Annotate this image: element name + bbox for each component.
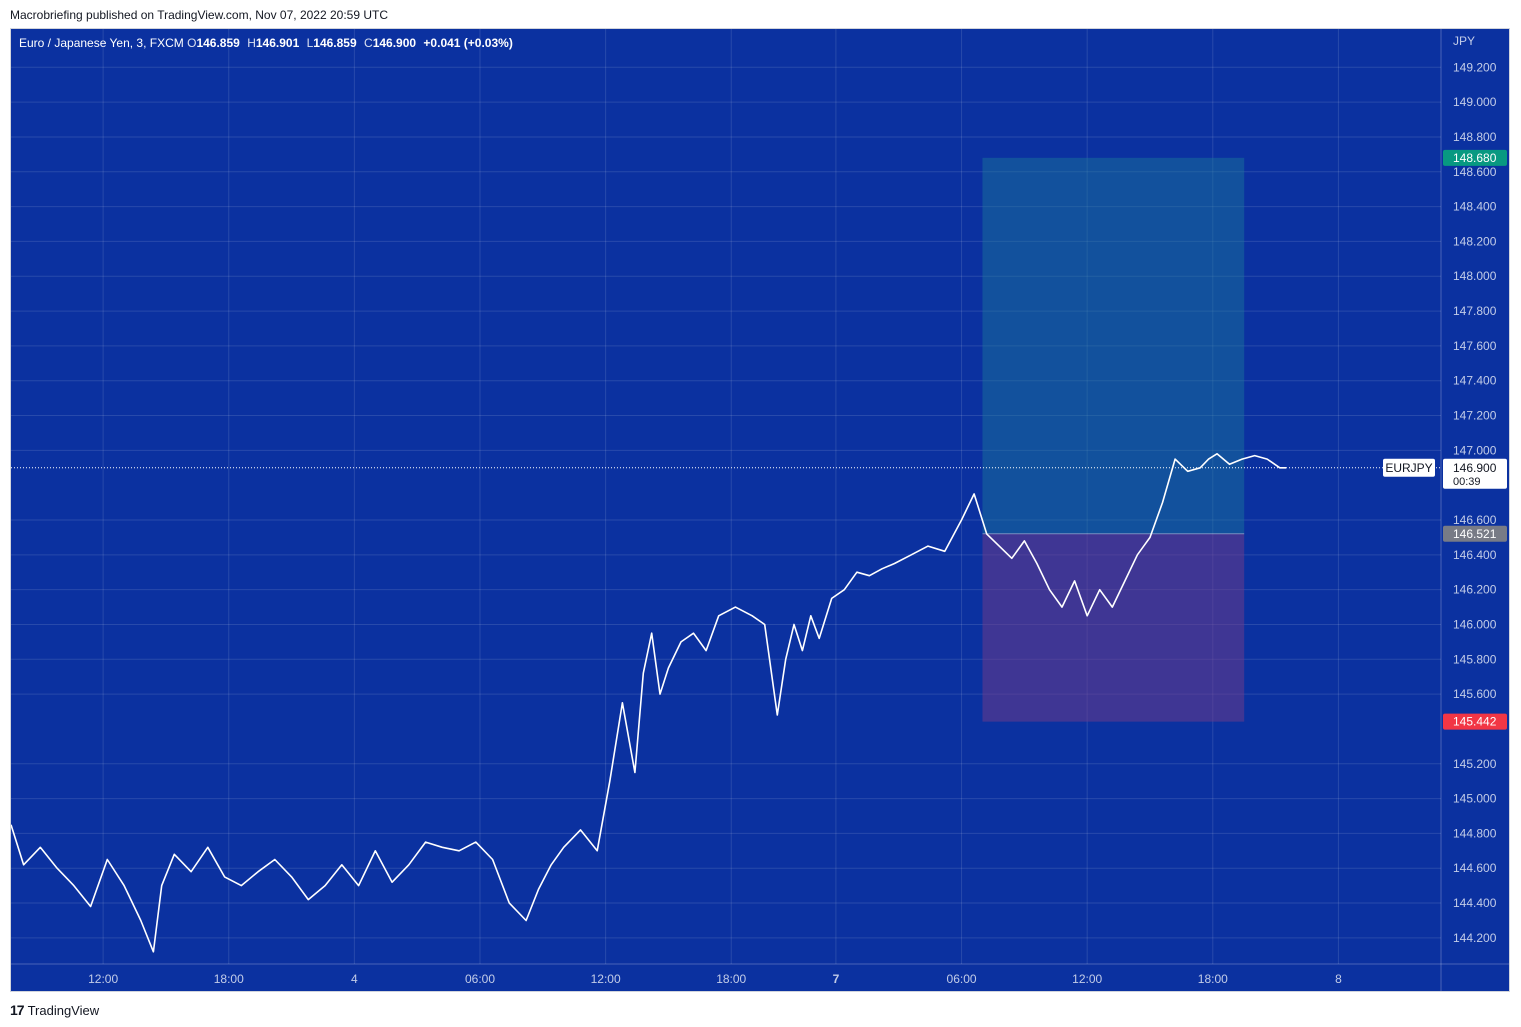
- stop-price-badge-label: 145.442: [1453, 715, 1497, 729]
- y-tick-label: 148.200: [1453, 234, 1497, 248]
- x-tick-label: 06:00: [947, 972, 977, 986]
- y-tick-label: 145.000: [1453, 792, 1497, 806]
- entry-price-badge-label: 146.521: [1453, 527, 1497, 541]
- y-tick-label: 148.600: [1453, 165, 1497, 179]
- high-value: 146.901: [255, 36, 300, 50]
- price-line: [11, 453, 1287, 953]
- target-zone: [982, 157, 1245, 534]
- close-label: C: [364, 36, 373, 50]
- y-tick-label: 144.400: [1453, 896, 1497, 910]
- x-tick-label: 12:00: [591, 972, 621, 986]
- symbol-description: Euro / Japanese Yen, 3, FXCM: [19, 36, 184, 50]
- stop-zone: [982, 533, 1245, 722]
- open-label: O: [187, 36, 197, 50]
- y-tick-label: 148.000: [1453, 269, 1497, 283]
- grid: [11, 29, 1509, 991]
- x-tick-label: 18:00: [1198, 972, 1228, 986]
- brand-name: TradingView: [27, 1002, 100, 1018]
- close-value: 146.900: [372, 36, 417, 50]
- low-value: 146.859: [313, 36, 357, 50]
- position-tool: [982, 157, 1245, 722]
- y-tick-label: 146.200: [1453, 583, 1497, 597]
- y-tick-label: 144.600: [1453, 861, 1497, 875]
- y-tick-label: 147.800: [1453, 304, 1497, 318]
- y-tick-label: 147.000: [1453, 443, 1497, 457]
- plot-background: [11, 29, 1509, 991]
- stop-price-badge: [1443, 713, 1507, 730]
- axes: 149.200 149.000 148.800 148.600 148.400 148.2…: [11, 29, 1509, 991]
- x-tick-label: 18:00: [214, 972, 244, 986]
- price-series: [11, 453, 1287, 953]
- y-tick-label: 147.200: [1453, 409, 1497, 423]
- y-tick-label: 146.400: [1453, 548, 1497, 562]
- target-price-badge: [1443, 149, 1507, 166]
- price-axis-unit: JPY: [1453, 34, 1475, 48]
- x-tick-label: 18:00: [716, 972, 746, 986]
- bar-countdown: 00:39: [1453, 476, 1481, 488]
- change-value: +0.041 (+0.03%): [423, 36, 513, 50]
- y-tick-label: 146.000: [1453, 617, 1497, 631]
- last-price-badge: [1443, 458, 1507, 489]
- y-tick-label: 145.200: [1453, 757, 1497, 771]
- target-price-badge-label: 148.680: [1453, 151, 1497, 165]
- last-price-value: 146.900: [1453, 461, 1497, 475]
- y-tick-label: 145.800: [1453, 652, 1497, 666]
- x-tick-label: 06:00: [465, 972, 495, 986]
- price-chart[interactable]: EURJPY 146.90000:39148.680146.521145.442 …: [11, 29, 1509, 991]
- x-tick-label: 7: [833, 972, 840, 986]
- tradingview-logo[interactable]: 17 TradingView: [10, 1002, 99, 1018]
- y-tick-label: 146.600: [1453, 513, 1497, 527]
- y-tick-label: 149.200: [1453, 60, 1497, 74]
- y-tick-label: 147.600: [1453, 339, 1497, 353]
- open-value: 146.859: [196, 36, 240, 50]
- tradingview-icon: 17: [10, 1002, 25, 1018]
- y-tick-label: 145.600: [1453, 687, 1497, 701]
- x-tick-label: 12:00: [1072, 972, 1102, 986]
- y-tick-label: 147.400: [1453, 374, 1497, 388]
- y-tick-label: 144.800: [1453, 826, 1497, 840]
- x-tick-label: 12:00: [88, 972, 118, 986]
- chart-panel[interactable]: EURJPY 146.900 00:39 148.680 146.521 145.442 …: [10, 28, 1510, 992]
- x-tick-label: 4: [351, 972, 358, 986]
- symbol-legend: Euro / Japanese Yen, 3, FXCM O146.859 H1…: [19, 36, 517, 50]
- symbol-tag-label: EURJPY: [1385, 461, 1432, 475]
- publisher-attribution: Macrobriefing published on TradingView.c…: [10, 8, 388, 22]
- y-tick-label: 149.000: [1453, 95, 1497, 109]
- entry-price-badge: [1443, 525, 1507, 542]
- symbol-tag: [1383, 458, 1435, 477]
- y-tick-label: 144.200: [1453, 931, 1497, 945]
- y-tick-label: 148.800: [1453, 130, 1497, 144]
- low-label: L: [306, 36, 314, 50]
- y-tick-label: 148.400: [1453, 200, 1497, 214]
- high-label: H: [247, 36, 256, 50]
- x-tick-label: 8: [1335, 972, 1342, 986]
